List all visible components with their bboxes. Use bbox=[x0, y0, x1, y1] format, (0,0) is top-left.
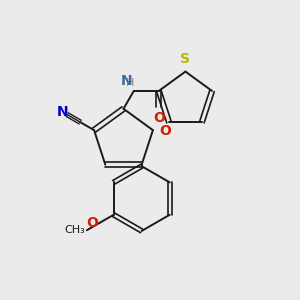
Text: O: O bbox=[153, 111, 165, 125]
Text: S: S bbox=[180, 52, 190, 66]
Text: CH₃: CH₃ bbox=[64, 225, 86, 235]
Text: O: O bbox=[159, 124, 171, 138]
Text: N: N bbox=[121, 74, 132, 88]
Text: H: H bbox=[125, 78, 134, 88]
Text: O: O bbox=[86, 216, 98, 230]
Text: N: N bbox=[57, 105, 68, 119]
